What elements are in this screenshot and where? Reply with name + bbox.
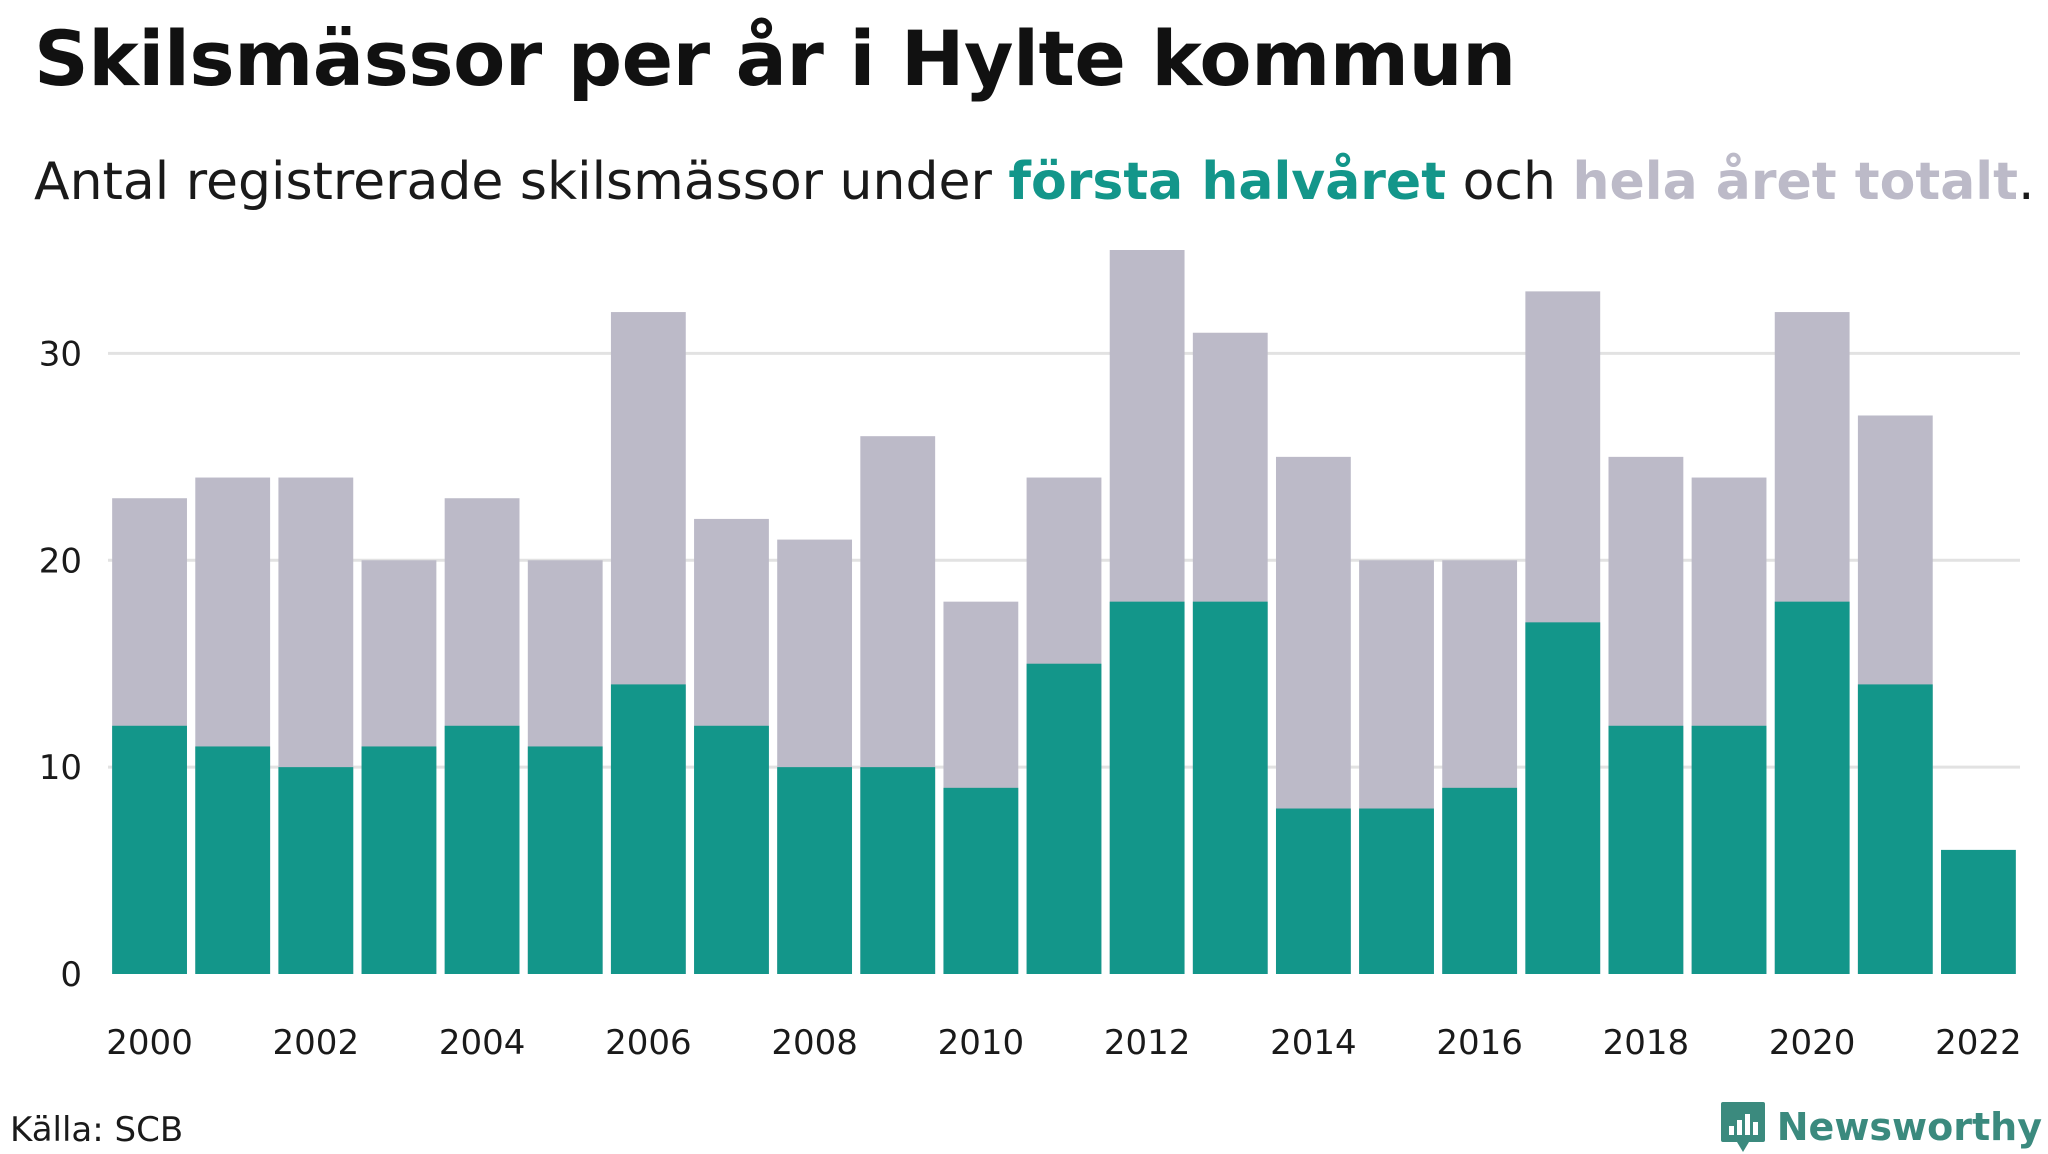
source-note: Källa: SCB	[10, 1110, 184, 1150]
bar-first-half-2010	[943, 787, 1019, 974]
x-tick-label: 2008	[771, 1023, 858, 1063]
bar-first-half-2014	[1275, 808, 1351, 974]
legend-first-half: första halvåret	[1008, 152, 1447, 212]
y-tick-label: 0	[60, 955, 82, 995]
bars	[112, 250, 2016, 975]
subtitle-part-2: och	[1446, 152, 1573, 212]
x-tick-label: 2002	[273, 1023, 360, 1063]
x-tick-label: 2012	[1104, 1023, 1191, 1063]
bar-first-half-2017	[1525, 622, 1601, 974]
brand-logo: Newsworthy	[1719, 1100, 2042, 1154]
chart-subtitle: Antal registrerade skilsmässor under för…	[34, 152, 2035, 212]
x-tick-label: 2000	[106, 1023, 193, 1063]
bar-first-half-2006	[610, 684, 686, 974]
bar-first-half-2012	[1109, 601, 1185, 974]
bar-first-half-2021	[1857, 684, 1933, 974]
x-tick-label: 2016	[1436, 1023, 1523, 1063]
bar-first-half-2007	[694, 725, 769, 974]
x-tick-label: 2004	[439, 1023, 526, 1063]
subtitle-part-1: Antal registrerade skilsmässor under	[34, 152, 1009, 212]
bar-first-half-2002	[278, 767, 354, 974]
bar-first-half-2009	[860, 767, 936, 974]
x-tick-label: 2020	[1769, 1023, 1856, 1063]
bar-chart: 0 10 20 30 2000 2002 2004 2006 2008 2010 2012 2014…	[39, 250, 2022, 1063]
bar-first-half-2015	[1359, 808, 1434, 974]
x-axis-ticks: 2000 2002 2004 2006 2008 2010 2012 2014 2016 2018…	[106, 1023, 2021, 1063]
bar-first-half-2020	[1774, 601, 1850, 974]
bar-first-half-2019	[1691, 725, 1767, 974]
bar-first-half-2013	[1192, 601, 1268, 974]
newsworthy-logo-icon	[1720, 1102, 1765, 1152]
y-axis-ticks: 0 10 20 30	[39, 334, 82, 995]
x-tick-label: 2022	[1935, 1023, 2022, 1063]
bar-first-half-2011	[1026, 663, 1102, 974]
y-tick-label: 10	[39, 748, 82, 788]
y-tick-label: 20	[39, 541, 82, 581]
bar-first-half-2018	[1608, 725, 1684, 974]
bar-first-half-2016	[1442, 787, 1518, 974]
subtitle-part-3: .	[2017, 152, 2035, 212]
bar-first-half-2008	[777, 767, 853, 974]
bar-first-half-2022	[1941, 849, 2016, 974]
bar-first-half-2005	[527, 746, 603, 974]
x-tick-label: 2006	[605, 1023, 692, 1063]
bar-first-half-2001	[195, 746, 271, 974]
x-tick-label: 2014	[1270, 1023, 1357, 1063]
x-tick-label: 2010	[938, 1023, 1025, 1063]
x-tick-label: 2018	[1603, 1023, 1690, 1063]
bar-first-half-2000	[112, 725, 187, 974]
y-tick-label: 30	[39, 334, 82, 374]
legend-total: hela året totalt	[1572, 152, 2018, 212]
bar-first-half-2004	[444, 725, 520, 974]
brand-name: Newsworthy	[1776, 1105, 2042, 1149]
chart-title: Skilsmässor per år i Hylte kommun	[34, 14, 1516, 103]
bar-first-half-2003	[361, 746, 437, 974]
